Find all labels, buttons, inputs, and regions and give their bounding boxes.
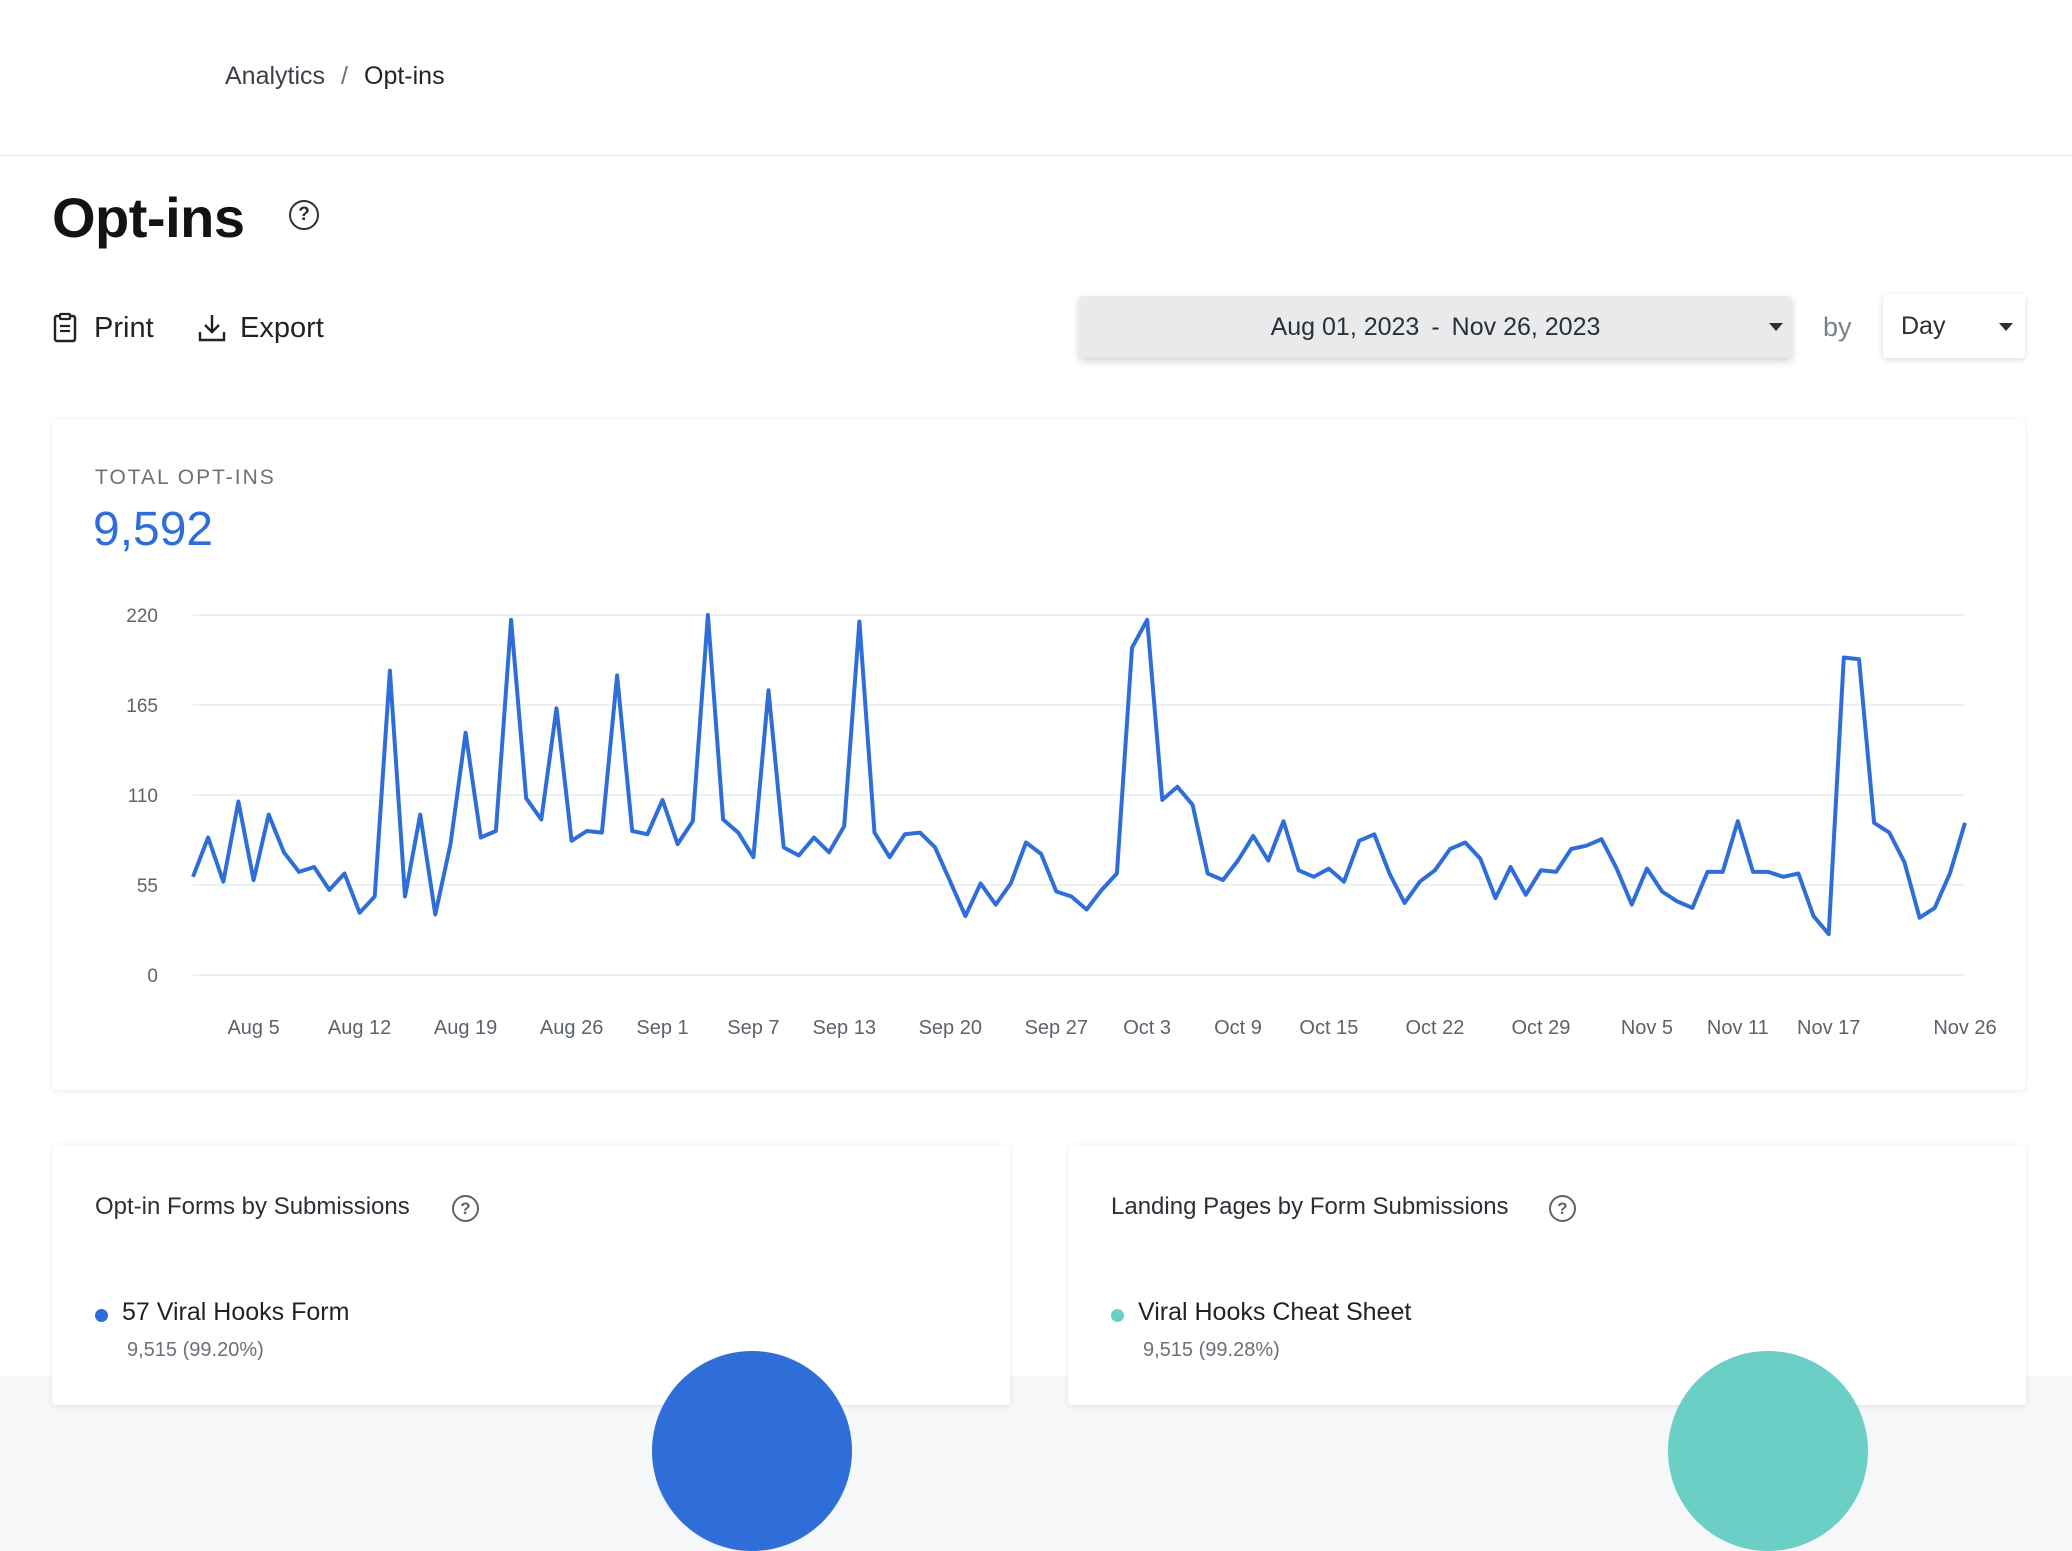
total-opt-ins-card: TOTAL OPT-INS 9,592 0 55 110 165 220 Aug 5 Aug…	[52, 420, 2025, 1090]
x-tick-label: Oct 15	[1299, 1017, 1358, 1039]
download-icon	[198, 315, 226, 342]
legend-item-detail: 9,515 (99.28%)	[1143, 1339, 1280, 1361]
y-tick-label: 165	[126, 696, 158, 717]
date-separator: -	[1431, 312, 1440, 341]
legend-item-name[interactable]: Viral Hooks Cheat Sheet	[1138, 1298, 1412, 1326]
x-tick-label: Sep 1	[636, 1017, 688, 1039]
x-tick-label: Oct 22	[1405, 1017, 1464, 1039]
x-tick-label: Nov 17	[1797, 1017, 1860, 1039]
page-title: Opt-ins	[52, 186, 245, 249]
y-tick-label: 110	[128, 786, 158, 807]
opt-ins-line-chart: 0 55 110 165 220 Aug 5 Aug 12 Aug 19 Aug 26 Sep 1…	[126, 606, 1996, 1039]
legend-item-name[interactable]: 57 Viral Hooks Form	[122, 1298, 350, 1326]
legend-dot	[1111, 1309, 1124, 1322]
help-icon[interactable]: ?	[452, 1195, 479, 1222]
breadcrumb: Analytics / Opt-ins	[225, 62, 445, 91]
date-range-select[interactable]: Aug 01, 2023 - Nov 26, 2023	[1079, 296, 1792, 358]
print-icon	[53, 312, 77, 343]
total-opt-ins-value: 9,592	[93, 503, 214, 556]
chevron-down-icon	[1769, 323, 1783, 331]
top-bar: Analytics / Opt-ins	[0, 0, 2072, 156]
x-tick-label: Sep 27	[1025, 1017, 1088, 1039]
pie-chart[interactable]	[652, 1351, 852, 1551]
help-icon[interactable]: ?	[1549, 1195, 1576, 1222]
date-end: Nov 26, 2023	[1451, 312, 1601, 341]
legend-dot	[95, 1309, 108, 1322]
x-tick-label: Sep 13	[813, 1017, 876, 1039]
y-tick-label: 220	[126, 606, 158, 627]
x-tick-label: Aug 26	[540, 1017, 603, 1039]
x-tick-label: Nov 5	[1621, 1017, 1673, 1039]
interval-select[interactable]: Day	[1883, 294, 2025, 358]
total-opt-ins-label: TOTAL OPT-INS	[95, 466, 276, 489]
pie-chart[interactable]	[1668, 1351, 1868, 1551]
landing-pages-panel: Landing Pages by Form Submissions ? Vira…	[1068, 1145, 2026, 1551]
interval-value: Day	[1901, 312, 1946, 340]
series-line-opt-ins[interactable]	[191, 613, 1967, 937]
opt-in-forms-panel: Opt-in Forms by Submissions ? 57 Viral H…	[52, 1145, 1010, 1551]
x-tick-label: Oct 3	[1123, 1017, 1171, 1039]
y-tick-label: 55	[137, 876, 158, 897]
by-label: by	[1823, 312, 1852, 342]
x-tick-label: Sep 7	[727, 1017, 779, 1039]
x-tick-label: Aug 19	[434, 1017, 497, 1039]
x-tick-label: Oct 9	[1214, 1017, 1262, 1039]
x-tick-label: Sep 20	[919, 1017, 982, 1039]
x-tick-label: Aug 5	[227, 1017, 279, 1039]
y-tick-label: 0	[147, 966, 158, 987]
date-start: Aug 01, 2023	[1270, 312, 1420, 341]
opt-in-forms-title: Opt-in Forms by Submissions	[95, 1193, 410, 1220]
print-button[interactable]: Print	[50, 310, 154, 346]
help-icon[interactable]: ?	[289, 200, 319, 230]
chevron-down-icon	[1999, 323, 2013, 331]
print-label: Print	[94, 311, 154, 344]
x-tick-label: Nov 26	[1933, 1017, 1996, 1039]
export-label: Export	[240, 311, 324, 344]
legend-item-detail: 9,515 (99.20%)	[127, 1339, 264, 1361]
export-button[interactable]: Export	[196, 310, 324, 346]
landing-pages-title: Landing Pages by Form Submissions	[1111, 1193, 1509, 1220]
breadcrumb-separator: /	[341, 62, 348, 90]
x-tick-label: Oct 29	[1511, 1017, 1570, 1039]
breadcrumb-analytics[interactable]: Analytics	[225, 62, 326, 90]
x-tick-label: Aug 12	[328, 1017, 391, 1039]
x-tick-label: Nov 11	[1707, 1017, 1769, 1039]
breadcrumb-current: Opt-ins	[364, 62, 445, 90]
